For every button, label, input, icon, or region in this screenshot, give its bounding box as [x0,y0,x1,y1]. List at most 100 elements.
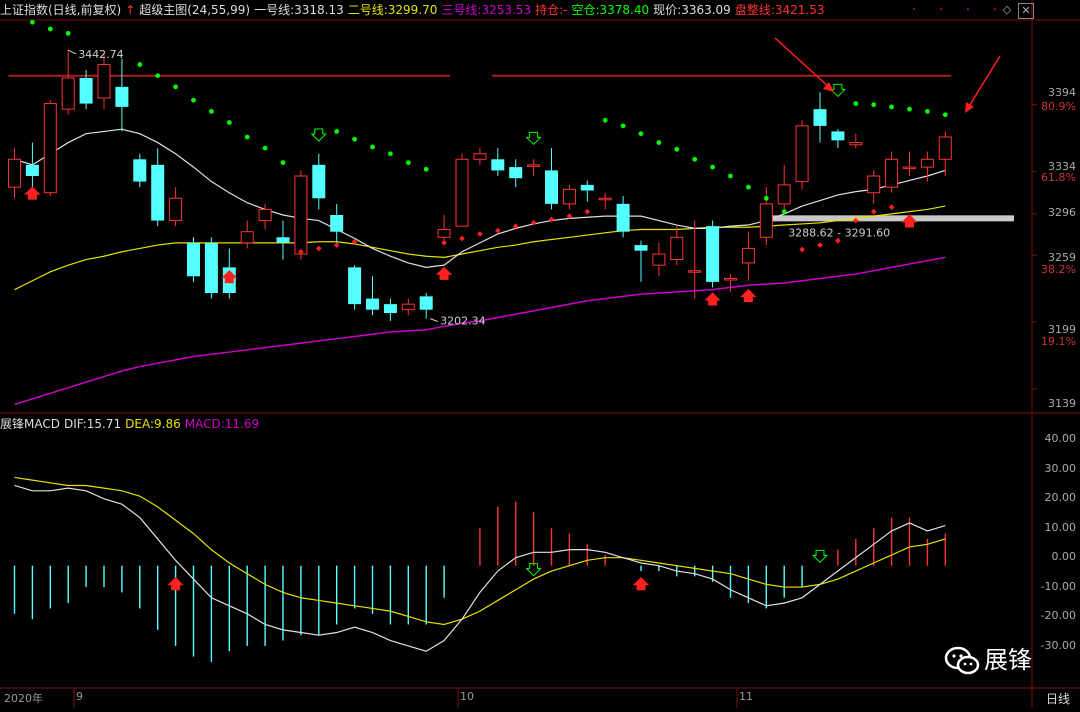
close-icon[interactable]: ✕ [1018,3,1034,19]
macd-sell-arrow-icon [525,563,542,577]
sar-dot [656,140,662,145]
macd-header: 展锋MACD DIF:15.71 DEA:9.86 MACD:11.69 [0,414,263,434]
sar-dot [566,213,573,219]
sar-dot [781,209,787,215]
sar-dot [423,166,429,172]
line3-curve [14,256,946,406]
sar-dot [47,26,53,32]
sar-dot [674,146,680,152]
price-tick: 3259 [1048,251,1076,264]
dif-label: DIF: [63,417,87,431]
line1-curve [14,128,946,268]
price-label: 现价: [653,3,682,17]
consol-value: 3421.53 [774,3,825,17]
price-tick: 3334 [1048,160,1076,173]
sar-dot [692,156,698,162]
candle-body [867,175,881,194]
candle-body [437,228,451,238]
maximize-icon[interactable]: ◇ [1002,3,1012,16]
low-marker [429,318,439,323]
callout-arrow [774,37,831,89]
sar-dot [477,231,483,237]
sell-arrow-icon [525,131,542,146]
consol-label: 盘整线: [734,3,775,17]
candle-body [187,242,200,277]
candle-body [885,158,899,188]
price-tick: 3199 [1048,323,1076,336]
dea-curve [14,476,946,626]
sar-dot [548,216,555,223]
hold-label: 持仓: [535,3,564,17]
candle-body [8,158,21,188]
candle-body [294,175,308,255]
support-band [769,215,1014,222]
callout-arrow [967,55,1001,109]
macd-buy-arrow-icon [167,576,184,591]
sar-dot [65,30,71,36]
line2-curve [14,205,946,291]
candle-body [795,125,809,183]
candle-body [61,77,75,110]
sar-dot [602,117,608,123]
sar-dot [280,160,286,166]
sar-dot [191,97,196,103]
chart-title: 上证指数(日线,前复权) [0,3,122,17]
candle-body [133,159,147,182]
date-label: 9 [76,690,83,703]
candle-body [330,215,344,232]
line3-label: 三号线: [441,3,482,17]
buy-arrow-icon [221,270,238,284]
candle-body [473,153,487,160]
sar-dot [351,238,358,245]
sar-dot [441,240,447,246]
candle-body [204,242,218,293]
sell-arrow-icon [829,83,847,98]
candle-body [383,304,397,314]
buy-arrow-icon [901,214,918,228]
indicator-name[interactable]: 超级主图(24,55,99) [139,3,251,17]
candle-body [312,164,326,199]
candle-body [813,109,827,126]
sar-dot [799,246,805,253]
sar-dot [226,120,232,125]
empty-value: 3378.40 [599,3,650,17]
candle-body [616,203,630,232]
period-label[interactable]: 日线 [1045,692,1070,706]
sar-dot [763,195,769,201]
callout-arrow-head [823,82,834,92]
candle-body [652,253,666,266]
high-marker [67,49,77,55]
buy-arrow-icon [740,288,757,303]
candle-body [849,142,863,146]
candle-body [527,164,541,167]
sar-dot [942,112,948,118]
low-label: 3202.34 [440,315,486,328]
sar-dot [333,242,340,248]
arrow-up-icon[interactable]: ↑ [125,3,136,17]
candle-body [151,164,165,221]
sar-dot [746,184,751,190]
candle-body [115,86,129,107]
sar-dot [728,173,733,179]
sar-dot [888,204,895,211]
dif-value: 15.71 [86,417,122,431]
sar-dot [173,84,179,90]
buy-arrow-icon [24,186,41,200]
sar-dot [405,160,411,166]
sar-dot [835,237,841,244]
macd-title[interactable]: 展锋MACD [0,417,60,431]
candle-body [903,166,916,170]
macd-tick: -20.00 [1040,609,1076,622]
sar-dot [638,131,644,137]
sar-dot [530,219,537,226]
candle-body [938,136,952,160]
sar-dot [494,227,501,234]
candle-body [240,231,254,244]
sar-dot [853,101,859,106]
dif-curve [14,484,946,652]
candle-body [670,236,684,261]
buy-arrow-icon [704,292,721,306]
hold-value: - [563,3,568,17]
